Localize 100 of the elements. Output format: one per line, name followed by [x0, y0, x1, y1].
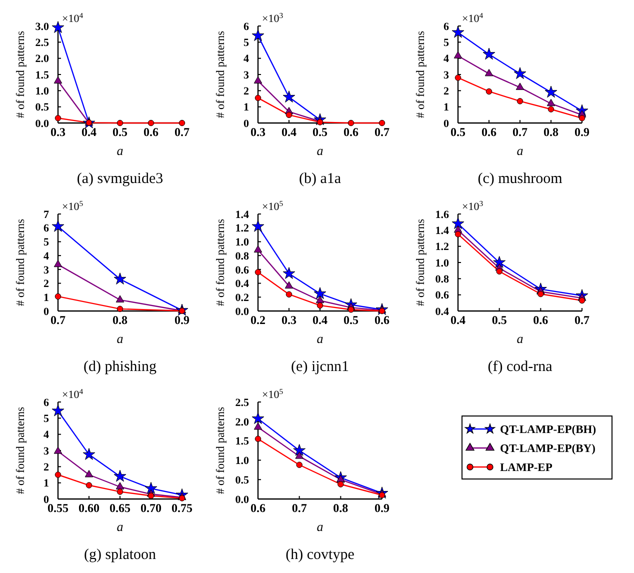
y-axis-title: # of found patterns	[215, 406, 227, 494]
x-tick-label: 0.4	[312, 313, 328, 327]
x-tick-label: 0.70	[140, 501, 162, 515]
legend-label: QT-LAMP-EP(BY)	[500, 443, 596, 456]
y-tick-label: 1.6	[435, 208, 450, 221]
x-axis-title: a	[116, 331, 124, 346]
x-tick-label: 0.4	[82, 125, 96, 139]
text: ×10$^{4}$	[62, 386, 84, 401]
y-tick-label: 0.5	[35, 102, 50, 114]
x-tick-label: 0.3	[250, 125, 266, 139]
text: (e) ijcnn1	[291, 359, 349, 375]
x-tick-label: 0.7	[292, 501, 307, 515]
y-tick-label: 0	[44, 306, 50, 318]
text: ×10$^{3}$	[262, 10, 284, 25]
y-tick-label: 0.8	[235, 250, 250, 262]
text: ×10$^{4}$	[62, 10, 84, 25]
y-tick-label: 7	[44, 208, 50, 221]
y-tick-label: 0	[44, 494, 50, 506]
y-tick-label: 1	[244, 102, 249, 114]
y-tick-label: 1.5	[235, 436, 250, 448]
y-tick-label: 0.6	[435, 290, 450, 302]
y-tick-label: 0.2	[235, 292, 250, 304]
x-tick-label: 0.5	[492, 313, 507, 327]
x-tick-label: 0.6	[533, 313, 548, 327]
y-tick-label: 1.4	[435, 225, 450, 238]
y-axis-title: # of found patterns	[15, 218, 27, 306]
x-tick-label: 0.4	[282, 125, 296, 139]
x-tick-label: 0.5	[344, 313, 358, 327]
y-tick-label: 4	[244, 53, 250, 66]
text: (d) phishing	[84, 359, 157, 375]
y-tick-label: 4	[44, 250, 50, 262]
text: ×10$^{5}$	[262, 198, 284, 213]
y-axis-title: # of found patterns	[415, 30, 427, 118]
y-tick-label: 0.8	[435, 274, 450, 286]
text: ×10$^{3}$	[462, 198, 484, 213]
y-tick-label: 2.0	[235, 416, 250, 428]
x-tick-label: 0.5	[112, 125, 128, 139]
text: (h) covtype	[286, 547, 355, 563]
x-tick-label: 0.7	[50, 313, 66, 327]
x-tick-label: 0.8	[333, 501, 348, 515]
text: (b) a1a	[298, 171, 342, 187]
y-tick-label: 0	[244, 118, 250, 130]
y-tick-label: 1.0	[235, 455, 250, 468]
text: (a) svmguide3	[76, 171, 164, 187]
y-tick-label: 4	[444, 53, 450, 66]
y-tick-label: 5	[444, 37, 450, 50]
y-axis-title: # of found patterns	[215, 30, 227, 118]
legend-label: LAMP-EP	[500, 462, 552, 474]
y-tick-label: 2.5	[235, 396, 250, 409]
y-tick-label: 2	[244, 86, 250, 98]
y-tick-label: 1	[444, 102, 449, 114]
text: (c) mushroom	[478, 171, 563, 187]
y-tick-label: 1.4	[235, 208, 250, 221]
y-tick-label: 3.0	[35, 20, 50, 33]
y-tick-label: 2.5	[35, 37, 50, 50]
y-tick-label: 1.5	[35, 69, 50, 82]
y-tick-label: 5	[44, 236, 50, 249]
x-tick-label: 0.7	[174, 125, 190, 139]
x-axis-title: a	[516, 143, 524, 158]
text: ×10$^{4}$	[462, 10, 484, 25]
text: ×10$^{5}$	[62, 198, 84, 213]
x-axis-title: a	[316, 331, 324, 346]
x-tick-label: 0.60	[78, 501, 100, 515]
x-tick-label: 0.55	[48, 501, 68, 515]
y-tick-label: 1.0	[35, 86, 50, 98]
y-axis-title: # of found patterns	[15, 30, 27, 118]
y-tick-label: 1	[44, 292, 49, 304]
y-tick-label: 2	[444, 86, 450, 98]
y-tick-label: 0.0	[35, 118, 50, 130]
y-tick-label: 0.0	[235, 306, 250, 318]
y-tick-label: 6	[44, 222, 50, 235]
y-tick-label: 6	[244, 20, 250, 33]
x-tick-label: 0.9	[574, 125, 590, 139]
y-tick-label: 5	[244, 37, 250, 50]
y-tick-label: 3	[444, 69, 450, 82]
y-tick-label: 6	[444, 20, 450, 33]
y-tick-label: 1.2	[235, 222, 250, 235]
y-tick-label: 5	[44, 413, 50, 426]
y-tick-label: 4	[44, 429, 50, 442]
x-tick-label: 0.9	[374, 501, 390, 515]
x-tick-label: 0.7	[512, 125, 528, 139]
y-tick-label: 3	[44, 264, 50, 276]
x-axis-title: a	[316, 143, 324, 158]
y-tick-label: 1.0	[435, 257, 450, 270]
legend-label: QT-LAMP-EP(BH)	[500, 424, 596, 436]
y-tick-label: 1	[44, 478, 49, 490]
x-tick-label: 0.3	[50, 125, 66, 139]
x-tick-label: 0.65	[110, 501, 130, 515]
x-tick-label: 0.6	[374, 313, 390, 327]
text: (g) splatoon	[84, 547, 157, 563]
x-tick-label: 0.6	[482, 125, 496, 139]
x-tick-label: 0.8	[112, 313, 128, 327]
x-tick-label: 0.7	[574, 313, 590, 327]
y-tick-label: 1.2	[435, 241, 450, 254]
x-tick-label: 0.3	[282, 313, 296, 327]
y-tick-label: 0	[444, 118, 450, 130]
text: (f) cod-rna	[488, 359, 553, 375]
y-tick-label: 1.0	[235, 236, 250, 249]
x-axis-title: a	[516, 331, 524, 346]
y-tick-label: 6	[44, 396, 50, 409]
